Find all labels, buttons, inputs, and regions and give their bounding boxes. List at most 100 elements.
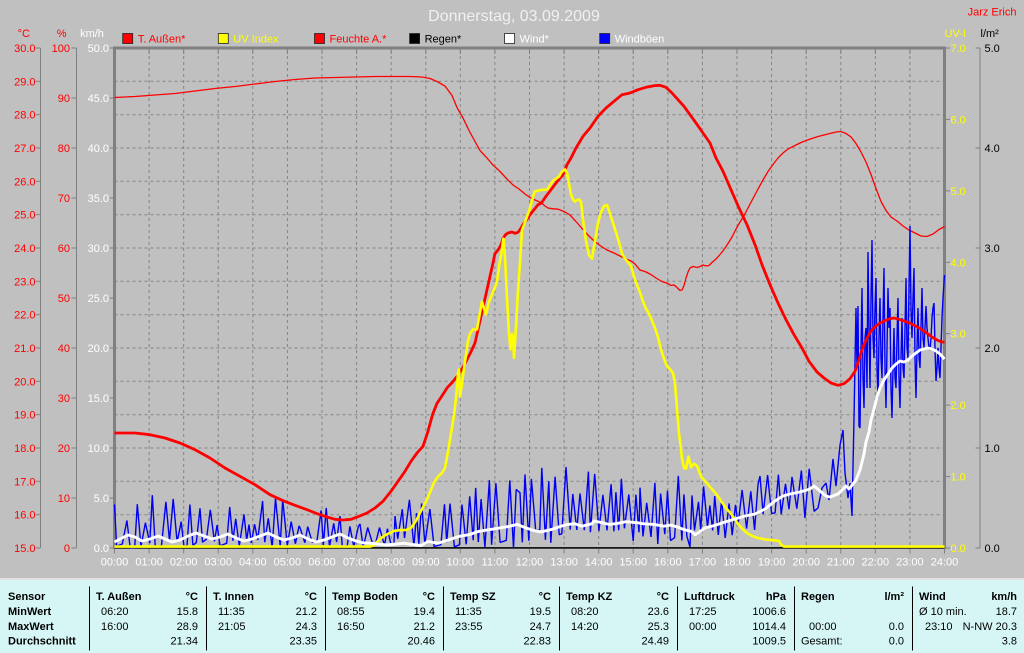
svg-text:23.35: 23.35	[289, 636, 317, 648]
svg-text:Luftdruck: Luftdruck	[684, 591, 736, 603]
svg-text:hPa: hPa	[766, 591, 787, 603]
svg-text:16:50: 16:50	[337, 621, 365, 633]
svg-text:17:25: 17:25	[689, 606, 717, 618]
svg-text:4.0: 4.0	[985, 143, 1000, 155]
svg-text:21:00: 21:00	[827, 557, 855, 569]
svg-text:35.0: 35.0	[88, 193, 109, 205]
svg-text:21.0: 21.0	[14, 343, 35, 355]
svg-text:12:00: 12:00	[516, 557, 544, 569]
svg-text:04:00: 04:00	[239, 557, 267, 569]
svg-text:15:00: 15:00	[619, 557, 647, 569]
svg-text:15.0: 15.0	[14, 543, 35, 555]
svg-text:1014.4: 1014.4	[752, 621, 786, 633]
svg-text:21:05: 21:05	[218, 621, 246, 633]
svg-text:22:00: 22:00	[862, 557, 890, 569]
svg-text:02:00: 02:00	[170, 557, 198, 569]
svg-text:Ø 10 min.: Ø 10 min.	[919, 606, 967, 618]
svg-text:08:00: 08:00	[377, 557, 405, 569]
svg-text:00:00: 00:00	[101, 557, 129, 569]
svg-text:5.0: 5.0	[951, 186, 966, 198]
svg-text:23:55: 23:55	[455, 621, 483, 633]
svg-text:24.49: 24.49	[641, 636, 669, 648]
svg-text:22.83: 22.83	[523, 636, 551, 648]
svg-text:09:00: 09:00	[412, 557, 440, 569]
svg-text:Sensor: Sensor	[8, 591, 46, 603]
svg-text:°C: °C	[305, 591, 317, 603]
svg-text:20.46: 20.46	[407, 636, 435, 648]
svg-text:23:10: 23:10	[925, 621, 953, 633]
svg-text:Wind: Wind	[919, 591, 946, 603]
svg-text:26.0: 26.0	[14, 176, 35, 188]
svg-text:3.0: 3.0	[951, 329, 966, 341]
svg-text:50: 50	[58, 293, 70, 305]
svg-text:Feuchte A.*: Feuchte A.*	[330, 34, 388, 46]
svg-text:23.6: 23.6	[648, 606, 669, 618]
svg-text:90: 90	[58, 93, 70, 105]
svg-text:13:00: 13:00	[550, 557, 578, 569]
svg-text:15.0: 15.0	[88, 393, 109, 405]
svg-text:10:00: 10:00	[447, 557, 475, 569]
svg-text:Durchschnitt: Durchschnitt	[8, 636, 76, 648]
svg-text:70: 70	[58, 193, 70, 205]
svg-text:23.0: 23.0	[14, 276, 35, 288]
svg-text:50.0: 50.0	[88, 43, 109, 55]
svg-text:5.0: 5.0	[985, 43, 1000, 55]
svg-text:25.3: 25.3	[648, 621, 669, 633]
svg-text:2.0: 2.0	[951, 400, 966, 412]
svg-text:1.0: 1.0	[951, 472, 966, 484]
svg-text:30.0: 30.0	[14, 43, 35, 55]
svg-text:5.0: 5.0	[94, 493, 109, 505]
svg-text:0.0: 0.0	[889, 621, 904, 633]
svg-text:1.0: 1.0	[985, 443, 1000, 455]
svg-text:25.0: 25.0	[88, 293, 109, 305]
svg-text:19.5: 19.5	[530, 606, 551, 618]
svg-text:4.0: 4.0	[951, 257, 966, 269]
svg-text:Regen: Regen	[801, 591, 835, 603]
svg-text:2.0: 2.0	[985, 343, 1000, 355]
svg-text:27.0: 27.0	[14, 143, 35, 155]
svg-text:00:00: 00:00	[809, 621, 837, 633]
svg-text:Temp SZ: Temp SZ	[450, 591, 496, 603]
svg-text:21.2: 21.2	[414, 621, 435, 633]
svg-text:11:35: 11:35	[455, 606, 482, 618]
svg-text:19.4: 19.4	[414, 606, 435, 618]
svg-text:Jarz Erich: Jarz Erich	[968, 7, 1017, 19]
svg-text:40: 40	[58, 343, 70, 355]
svg-text:Windböen: Windböen	[615, 34, 665, 46]
svg-text:14:00: 14:00	[585, 557, 613, 569]
svg-text:°C: °C	[539, 591, 551, 603]
svg-text:T. Innen: T. Innen	[213, 591, 254, 603]
svg-text:06:20: 06:20	[101, 606, 129, 618]
svg-text:06:00: 06:00	[308, 557, 336, 569]
svg-text:11:00: 11:00	[482, 557, 509, 569]
svg-text:21.2: 21.2	[296, 606, 317, 618]
svg-text:24.7: 24.7	[530, 621, 551, 633]
svg-text:°C: °C	[18, 28, 30, 40]
svg-text:UV-I: UV-I	[945, 28, 966, 40]
svg-text:km/h: km/h	[80, 28, 104, 40]
svg-text:80: 80	[58, 143, 70, 155]
svg-text:15.8: 15.8	[177, 606, 198, 618]
svg-text:N-NW 20.3: N-NW 20.3	[963, 621, 1017, 633]
svg-text:19.0: 19.0	[14, 410, 35, 422]
svg-text:18.0: 18.0	[14, 443, 35, 455]
svg-text:18:00: 18:00	[723, 557, 751, 569]
svg-text:0: 0	[64, 543, 70, 555]
svg-text:24:00: 24:00	[931, 557, 959, 569]
svg-text:20: 20	[58, 443, 70, 455]
svg-text:1006.6: 1006.6	[752, 606, 786, 618]
svg-text:16:00: 16:00	[101, 621, 129, 633]
svg-text:28.0: 28.0	[14, 110, 35, 122]
svg-text:21.34: 21.34	[170, 636, 198, 648]
svg-text:24.3: 24.3	[296, 621, 317, 633]
svg-text:07:00: 07:00	[343, 557, 371, 569]
svg-text:km/h: km/h	[991, 591, 1017, 603]
svg-text:°C: °C	[186, 591, 198, 603]
svg-text:Donnerstag, 03.09.2009: Donnerstag, 03.09.2009	[428, 8, 600, 25]
svg-text:3.8: 3.8	[1002, 636, 1017, 648]
svg-text:03:00: 03:00	[204, 557, 232, 569]
svg-text:45.0: 45.0	[88, 93, 109, 105]
svg-text:05:00: 05:00	[274, 557, 302, 569]
svg-text:17:00: 17:00	[689, 557, 717, 569]
svg-text:6.0: 6.0	[951, 114, 966, 126]
